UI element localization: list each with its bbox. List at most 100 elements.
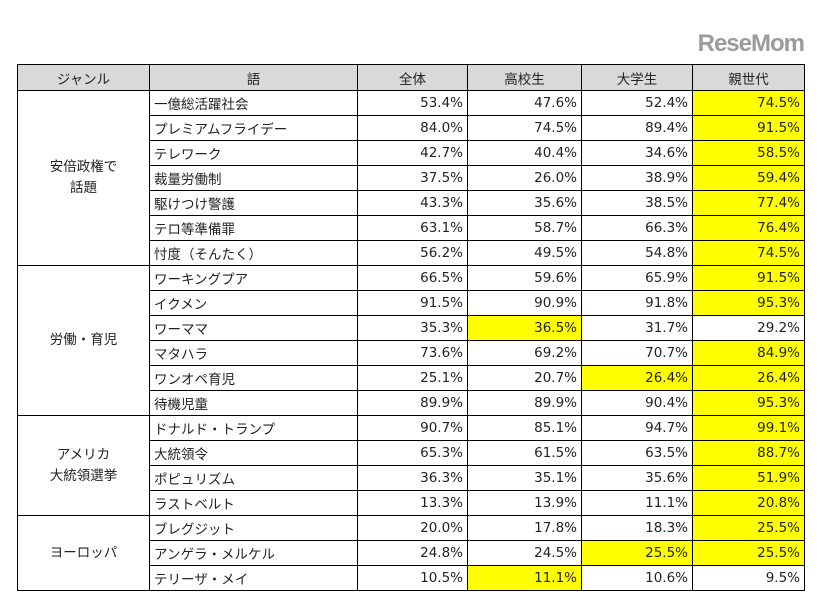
table-row: マタハラ 73.6% 69.2% 70.7% 84.9% <box>18 340 805 366</box>
value-cell-university: 63.5% <box>581 440 693 466</box>
value-cell-university: 34.6% <box>581 140 693 166</box>
value-cell-high-school: 36.5% <box>467 315 582 341</box>
value-cell-total: 63.1% <box>357 215 468 241</box>
value-cell-total: 53.4% <box>357 90 468 116</box>
header-genre: ジャンル <box>17 64 150 91</box>
value-cell-parent: 26.4% <box>692 365 805 391</box>
term-cell: ワーキングプア <box>149 265 358 291</box>
value-cell-parent: 95.3% <box>692 390 805 416</box>
value-cell-parent: 77.4% <box>692 190 805 216</box>
genre-cell: 労働・育児 <box>17 265 150 416</box>
term-cell: プレミアムフライデー <box>149 115 358 141</box>
table-row: テロ等準備罪 63.1% 58.7% 66.3% 76.4% <box>18 215 805 241</box>
header-total: 全体 <box>357 64 468 91</box>
term-cell: ワーママ <box>149 315 358 341</box>
value-cell-high-school: 90.9% <box>467 290 582 316</box>
value-cell-university: 38.9% <box>581 165 693 191</box>
table-row: ワンオペ育児 25.1% 20.7% 26.4% 26.4% <box>18 365 805 391</box>
value-cell-total: 42.7% <box>357 140 468 166</box>
survey-table: ジャンル語全体 高校生 大学生 親世代 安倍政権で 話題 一億総活躍社会 53.4% 47.… <box>17 64 805 591</box>
table-row: ワーママ 35.3% 36.5% 31.7% 29.2% <box>18 315 805 341</box>
value-cell-total: 73.6% <box>357 340 468 366</box>
value-cell-university: 94.7% <box>581 415 693 441</box>
table-row: ヨーロッパ ブレグジット 20.0% 17.8% 18.3% 25.5% <box>17 515 805 591</box>
value-cell-total: 90.7% <box>357 415 468 441</box>
value-cell-university: 35.6% <box>581 465 693 491</box>
value-cell-total: 13.3% <box>357 490 468 516</box>
term-cell: 一億総活躍社会 <box>149 90 358 116</box>
value-cell-total: 66.5% <box>357 265 468 291</box>
value-cell-university: 31.7% <box>581 315 693 341</box>
value-cell-high-school: 74.5% <box>467 115 582 141</box>
value-cell-parent: 76.4% <box>692 215 805 241</box>
value-cell-high-school: 24.5% <box>467 540 582 566</box>
value-cell-parent: 58.5% <box>692 140 805 166</box>
genre-cell: アメリカ 大統領選挙 <box>17 415 150 516</box>
value-cell-high-school: 61.5% <box>467 440 582 466</box>
value-cell-high-school: 26.0% <box>467 165 582 191</box>
value-cell-total: 35.3% <box>357 315 468 341</box>
term-cell: ワンオペ育児 <box>149 365 358 391</box>
term-cell: ラストベルト <box>149 490 358 516</box>
genre-cell: ヨーロッパ <box>17 515 150 591</box>
value-cell-parent: 25.5% <box>692 540 805 566</box>
term-cell: ポピュリズム <box>149 465 358 491</box>
header-university: 大学生 <box>581 64 693 91</box>
value-cell-high-school: 58.7% <box>467 215 582 241</box>
term-cell: 待機児童 <box>149 390 358 416</box>
value-cell-total: 37.5% <box>357 165 468 191</box>
table-row: テレワーク 42.7% 40.4% 34.6% 58.5% <box>18 140 805 166</box>
value-cell-university: 26.4% <box>581 365 693 391</box>
value-cell-parent: 29.2% <box>692 315 805 341</box>
value-cell-high-school: 40.4% <box>467 140 582 166</box>
table-row: 安倍政権で 話題 一億総活躍社会 53.4% 47.6% 52.4% 74.5% <box>17 90 805 266</box>
value-cell-university: 91.8% <box>581 290 693 316</box>
value-cell-university: 25.5% <box>581 540 693 566</box>
value-cell-parent: 84.9% <box>692 340 805 366</box>
value-cell-parent: 9.5% <box>692 565 805 591</box>
term-cell: 大統領令 <box>149 440 358 466</box>
term-cell: ドナルド・トランプ <box>149 415 358 441</box>
term-cell: 駆けつけ警護 <box>149 190 358 216</box>
table-row: アメリカ 大統領選挙 ドナルド・トランプ 90.7% 85.1% 94.7% 99.1% <box>17 415 805 516</box>
value-cell-parent: 20.8% <box>692 490 805 516</box>
value-cell-total: 89.9% <box>357 390 468 416</box>
header-parent: 親世代 <box>692 64 805 91</box>
value-cell-high-school: 11.1% <box>467 565 582 591</box>
value-cell-high-school: 49.5% <box>467 240 582 266</box>
value-cell-university: 38.5% <box>581 190 693 216</box>
value-cell-parent: 91.5% <box>692 115 805 141</box>
value-cell-total: 91.5% <box>357 290 468 316</box>
term-cell: テリーザ・メイ <box>149 565 358 591</box>
value-cell-high-school: 89.9% <box>467 390 582 416</box>
value-cell-total: 10.5% <box>357 565 468 591</box>
term-cell: ブレグジット <box>149 515 358 541</box>
value-cell-parent: 74.5% <box>692 240 805 266</box>
watermark-logo: ReseMom <box>697 30 805 57</box>
table-row: テリーザ・メイ 10.5% 11.1% 10.6% 9.5% <box>18 565 805 591</box>
value-cell-parent: 51.9% <box>692 465 805 491</box>
value-cell-university: 10.6% <box>581 565 693 591</box>
value-cell-parent: 91.5% <box>692 265 805 291</box>
value-cell-university: 54.8% <box>581 240 693 266</box>
value-cell-high-school: 17.8% <box>467 515 582 541</box>
value-cell-total: 84.0% <box>357 115 468 141</box>
value-cell-parent: 95.3% <box>692 290 805 316</box>
value-cell-high-school: 47.6% <box>467 90 582 116</box>
value-cell-total: 24.8% <box>357 540 468 566</box>
term-cell: 裁量労働制 <box>149 165 358 191</box>
value-cell-university: 65.9% <box>581 265 693 291</box>
table-row: 駆けつけ警護 43.3% 35.6% 38.5% 77.4% <box>18 190 805 216</box>
value-cell-university: 90.4% <box>581 390 693 416</box>
term-cell: イクメン <box>149 290 358 316</box>
value-cell-total: 36.3% <box>357 465 468 491</box>
value-cell-total: 20.0% <box>357 515 468 541</box>
header-term: 語 <box>149 64 358 91</box>
value-cell-parent: 25.5% <box>692 515 805 541</box>
value-cell-university: 89.4% <box>581 115 693 141</box>
value-cell-high-school: 59.6% <box>467 265 582 291</box>
value-cell-university: 11.1% <box>581 490 693 516</box>
value-cell-university: 70.7% <box>581 340 693 366</box>
term-cell: マタハラ <box>149 340 358 366</box>
table-row: 待機児童 89.9% 89.9% 90.4% 95.3% <box>18 390 805 416</box>
